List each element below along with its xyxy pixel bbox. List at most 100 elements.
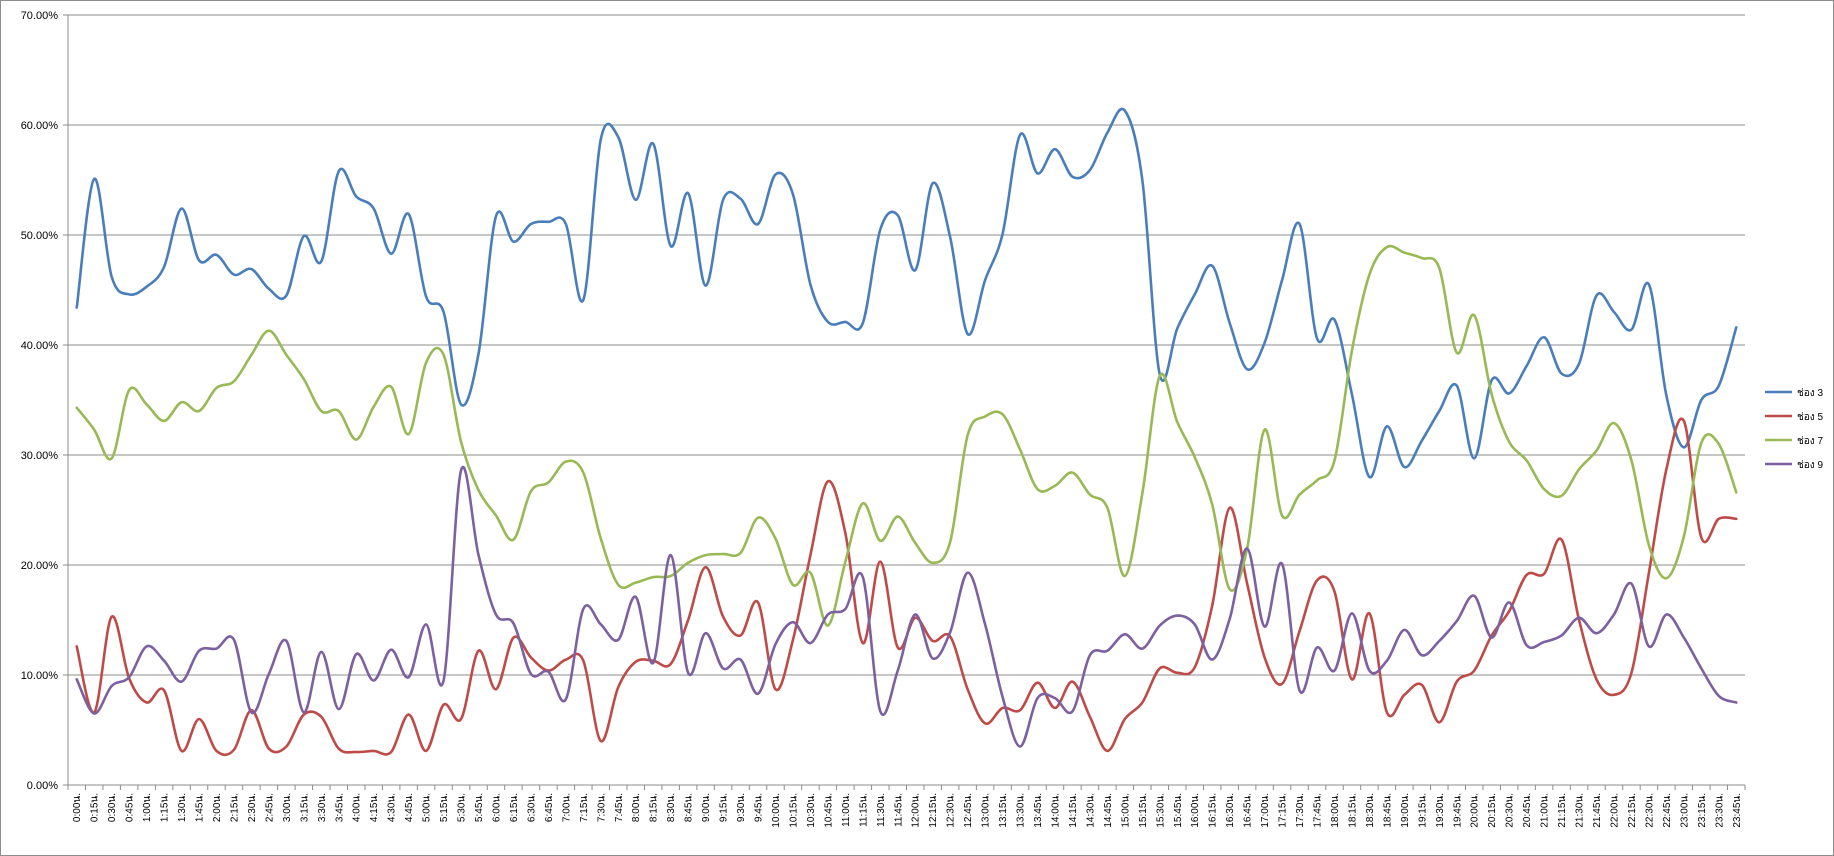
x-tick-label: 13:00น. (981, 793, 992, 828)
series-line-1 (75, 107, 1738, 479)
x-tick-label: 8:45น. (684, 793, 695, 822)
x-tick-label: 2:30น. (247, 793, 258, 822)
x-tick-label: 21:30น. (1575, 793, 1586, 828)
x-tick-label: 15:15น. (1138, 793, 1149, 828)
series-lines (75, 107, 1738, 757)
x-tick-label: 4:00น. (352, 793, 363, 822)
x-tick-label: 4:45น. (404, 793, 415, 822)
x-tick-label: 1:00น. (142, 793, 153, 822)
x-tick-label: 2:45น. (264, 793, 275, 822)
x-tick-label: 15:00น. (1120, 793, 1131, 828)
x-tick-label: 21:00น. (1540, 793, 1551, 828)
x-tick-label: 11:30น. (876, 793, 887, 827)
x-tick-label: 0:15น. (90, 793, 101, 822)
x-tick-label: 12:15น. (928, 793, 939, 828)
x-tick-label: 13:45น. (1033, 793, 1044, 828)
y-tick-label: 60.00% (21, 120, 59, 132)
x-tick-label: 6:15น. (509, 793, 520, 822)
x-tick-label: 17:15น. (1278, 793, 1289, 828)
series-line-2 (75, 417, 1738, 757)
x-tick-label: 3:45น. (334, 793, 345, 822)
x-tick-label: 22:45น. (1662, 793, 1673, 828)
x-tick-label: 20:00น. (1470, 793, 1481, 828)
x-tick-label: 21:45น. (1592, 793, 1603, 828)
x-tick-label: 18:15น. (1347, 793, 1358, 828)
x-tick-label: 8:30น. (666, 793, 677, 822)
series-line-3 (75, 244, 1738, 627)
x-tick-label: 11:15น. (858, 793, 869, 827)
x-tick-label: 13:15น. (998, 793, 1009, 828)
y-tick-label: 40.00% (21, 340, 59, 352)
x-tick-label: 17:30น. (1295, 793, 1306, 828)
x-tick-label: 7:45น. (614, 793, 625, 822)
x-tick-label: 2:00น. (212, 793, 223, 822)
x-tick-label: 16:15น. (1208, 793, 1219, 828)
x-tick-label: 0:30น. (107, 793, 118, 822)
x-tick-label: 22:00น. (1609, 793, 1620, 828)
x-tick-label: 11:45น. (893, 793, 904, 827)
x-tick-label: 22:30น. (1644, 793, 1655, 828)
x-tick-label: 4:30น. (387, 793, 398, 822)
x-tick-label: 16:30น. (1225, 793, 1236, 828)
x-tick-label: 11:00น. (841, 793, 852, 827)
x-tick-label: 7:15น. (579, 793, 590, 822)
y-tick-label: 50.00% (21, 230, 59, 242)
x-tick-label: 22:15น. (1627, 793, 1638, 828)
legend-label: ช่อง 5 (1797, 412, 1823, 423)
x-tick-label: 20:15น. (1487, 793, 1498, 828)
y-tick-label: 70.00% (21, 10, 59, 22)
x-tick-label: 18:30น. (1365, 793, 1376, 828)
y-tick-label: 10.00% (21, 670, 59, 682)
x-tick-label: 0:00น. (72, 793, 83, 822)
x-tick-label: 9:30น. (736, 793, 747, 822)
x-tick-label: 14:00น. (1050, 793, 1061, 828)
x-tick-label: 9:15น. (719, 793, 730, 822)
x-tick-label: 16:45น. (1243, 793, 1254, 828)
x-tick-label: 20:30น. (1505, 793, 1516, 828)
x-tick-label: 12:45น. (963, 793, 974, 828)
x-tick-label: 9:00น. (701, 793, 712, 822)
x-tick-label: 1:45น. (195, 793, 206, 822)
x-tick-label: 10:30น. (806, 793, 817, 828)
x-tick-label: 15:45น. (1173, 793, 1184, 828)
gridlines (68, 14, 1745, 676)
x-tick-label: 7:30น. (596, 793, 607, 822)
axes (63, 14, 1746, 790)
x-tick-label: 23:00น. (1679, 793, 1690, 828)
x-tick-label: 10:15น. (788, 793, 799, 828)
y-tick-label: 0.00% (27, 780, 58, 792)
x-tick-label: 12:00น. (911, 793, 922, 828)
x-tick-label: 14:15น. (1068, 793, 1079, 828)
x-tick-label: 3:00น. (282, 793, 293, 822)
x-tick-label: 14:30น. (1085, 793, 1096, 828)
x-tick-label: 13:30น. (1016, 793, 1027, 828)
x-tick-label: 5:15น. (439, 793, 450, 822)
x-axis-ticks: 0:00น. 0:15น. 0:30น. 0:45น. 1:00น. 1:15น. 1:30… (72, 793, 1743, 828)
y-axis-ticks: 0.00% 10.00% 20.00% 30.00% 40.00% 50.00% 60.00… (21, 10, 59, 792)
x-tick-label: 18:45น. (1382, 793, 1393, 828)
x-tick-label: 5:45น. (474, 793, 485, 822)
x-tick-label: 4:15น. (369, 793, 380, 822)
x-tick-label: 17:45น. (1313, 793, 1324, 828)
x-tick-label: 19:15น. (1417, 793, 1428, 828)
legend-label: ช่อง 7 (1797, 436, 1823, 447)
series-line-4 (75, 465, 1738, 748)
x-tick-label: 18:00น. (1330, 793, 1341, 828)
y-tick-label: 30.00% (21, 450, 59, 462)
x-tick-label: 23:15น. (1697, 793, 1708, 828)
legend-label: ช่อง 3 (1797, 388, 1823, 399)
x-tick-label: 15:30น. (1155, 793, 1166, 828)
x-tick-label: 1:30น. (177, 793, 188, 822)
x-tick-label: 12:30น. (946, 793, 957, 828)
legend-label: ช่อง 9 (1797, 460, 1823, 471)
x-tick-label: 9:45น. (754, 793, 765, 822)
x-tick-label: 23:30น. (1714, 793, 1725, 828)
x-tick-label: 3:30น. (317, 793, 328, 822)
x-tick-label: 5:30น. (457, 793, 468, 822)
y-tick-label: 20.00% (21, 560, 59, 572)
legend: ช่อง 3 ช่อง 5 ช่อง 7 ช่อง 9 (1765, 388, 1823, 471)
x-tick-label: 20:45น. (1522, 793, 1533, 828)
x-tick-label: 7:00น. (561, 793, 572, 822)
x-tick-label: 19:45น. (1452, 793, 1463, 828)
